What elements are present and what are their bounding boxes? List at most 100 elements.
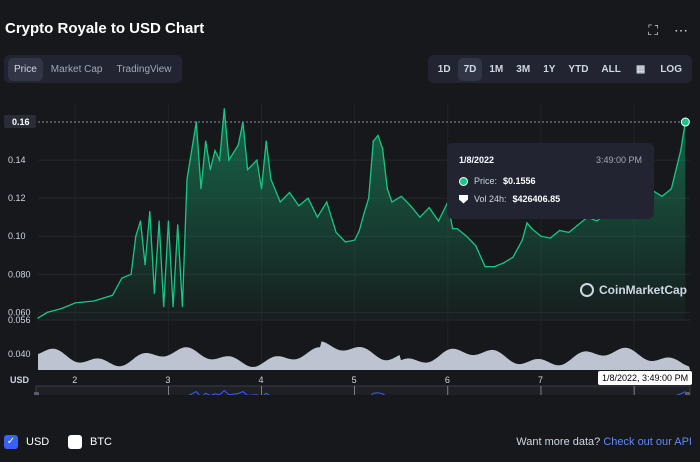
price-point <box>540 235 542 237</box>
price-point <box>568 231 570 234</box>
price-point <box>279 201 281 203</box>
tooltip-vol-row: Vol 24h: $426406.85 <box>459 194 560 204</box>
tab-log[interactable]: LOG <box>660 63 682 75</box>
price-point <box>559 229 561 232</box>
price-point <box>298 205 300 207</box>
price-point <box>163 306 165 308</box>
price-point <box>130 273 132 275</box>
price-point <box>549 237 551 239</box>
watermark-text: CoinMarketCap <box>599 283 688 297</box>
price-point <box>121 277 123 279</box>
tab-ytd[interactable]: YTD <box>568 63 589 75</box>
price-point <box>512 256 514 258</box>
api-link[interactable]: Check out our API <box>603 436 692 448</box>
price-point <box>326 201 328 203</box>
btc-checkbox[interactable] <box>68 435 82 449</box>
price-point <box>335 231 337 234</box>
tab-1y[interactable]: 1Y <box>543 63 556 75</box>
price-point <box>363 212 365 215</box>
expand-icon[interactable]: ⛶ <box>648 22 658 38</box>
more-options-icon[interactable]: ⋯ <box>674 22 688 38</box>
price-point <box>228 159 230 161</box>
price-point <box>195 121 197 123</box>
price-point <box>214 149 216 152</box>
tab-7d[interactable]: 7D <box>457 57 483 81</box>
price-point <box>265 140 267 142</box>
volume-shield-icon <box>459 194 468 204</box>
price-point <box>344 241 346 243</box>
price-point <box>526 222 528 224</box>
volume-axis-label: 0.040 <box>8 349 31 359</box>
price-point <box>670 188 672 190</box>
x-tick-label: 4 <box>259 375 264 385</box>
price-point <box>74 302 76 304</box>
tooltip-vol-value: $426406.85 <box>512 194 561 204</box>
price-point <box>223 108 225 110</box>
x-tick-label: 7 <box>538 375 543 385</box>
current-price-tag <box>4 115 36 129</box>
price-point <box>372 140 374 142</box>
tab-price[interactable]: Price <box>8 57 43 81</box>
price-point <box>153 292 156 294</box>
more-data-text: Want more data? Check out our API <box>516 436 692 448</box>
price-point <box>270 178 272 180</box>
price-point <box>377 134 379 136</box>
btc-label: BTC <box>90 436 112 448</box>
price-point <box>167 220 169 222</box>
price-point <box>680 149 682 152</box>
tooltip-price-value: $0.1556 <box>503 176 536 186</box>
header-icons: ⛶ ⋯ <box>648 22 688 39</box>
price-point <box>219 159 221 161</box>
current-price-dot <box>680 117 690 127</box>
calendar-icon[interactable]: ▦ <box>635 63 646 75</box>
y-tick-label: 0.060 <box>8 307 31 317</box>
price-chart[interactable]: 0.14 0.12 0.10 0.080 0.060 0.056 0.16 0.040 USD 2… <box>0 95 700 414</box>
usd-checkbox[interactable]: ✓ <box>4 435 18 449</box>
footer: ✓ USD BTC Want more data? Check out our … <box>0 432 700 454</box>
price-point <box>144 264 146 266</box>
price-point <box>181 306 183 308</box>
price-point <box>400 195 402 197</box>
price-point <box>139 220 142 222</box>
price-point <box>205 140 207 142</box>
price-point <box>531 228 533 230</box>
usd-label: USD <box>26 436 50 448</box>
price-point <box>60 307 62 310</box>
price-point <box>521 239 523 241</box>
price-point <box>172 306 174 308</box>
price-point <box>456 228 458 230</box>
tab-3m[interactable]: 3M <box>516 63 531 75</box>
crosshair-time-label: 1/8/2022, 3:49:00 PM <box>598 371 693 385</box>
price-point <box>358 229 360 232</box>
tab-1d[interactable]: 1D <box>437 63 451 75</box>
y-tick-label: 0.14 <box>8 155 26 165</box>
chart-type-tabs: Price Market Cap TradingView <box>4 55 182 83</box>
price-dot-icon <box>459 176 468 186</box>
price-point <box>46 311 48 313</box>
price-point <box>149 210 151 213</box>
y-tick-label: 0.056 <box>8 315 31 325</box>
price-point <box>451 228 454 230</box>
price-point <box>93 300 95 302</box>
price-point <box>382 148 384 150</box>
price-point <box>37 317 39 319</box>
tooltip-time: 3:49:00 PM <box>595 155 642 165</box>
x-tick-label: 3 <box>165 375 170 385</box>
tab-1m[interactable]: 1M <box>489 63 504 75</box>
price-point <box>260 188 263 190</box>
price-point <box>465 235 468 237</box>
price-point <box>111 294 114 296</box>
price-point <box>428 207 430 209</box>
tooltip-price-label: Price: <box>474 176 498 186</box>
price-point <box>661 195 663 197</box>
price-point <box>596 220 598 222</box>
navigator-handle-left <box>34 392 39 406</box>
current-price-label: 0.16 <box>12 117 30 127</box>
tab-market-cap[interactable]: Market Cap <box>50 63 103 75</box>
price-point <box>386 188 388 190</box>
price-point <box>503 262 505 264</box>
tab-all[interactable]: ALL <box>601 63 621 75</box>
price-point <box>493 266 495 268</box>
tab-tradingview[interactable]: TradingView <box>116 63 172 75</box>
